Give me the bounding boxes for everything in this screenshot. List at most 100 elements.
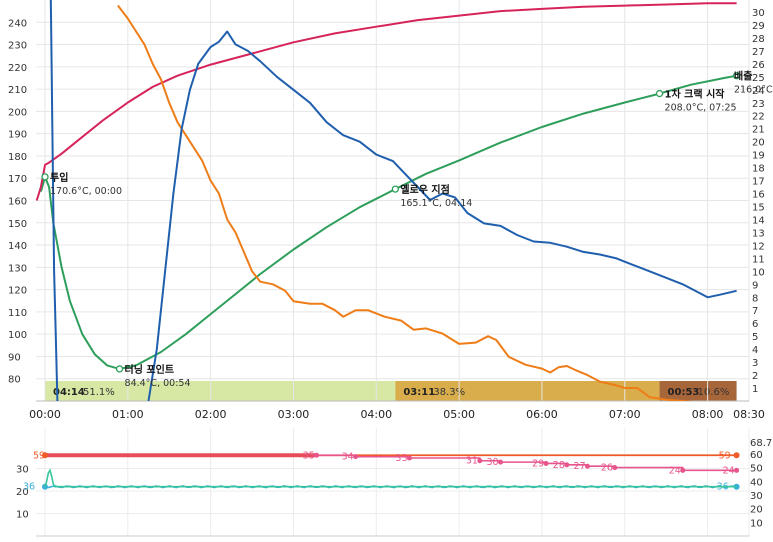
y2-tick-label: 13 — [752, 228, 765, 239]
lower-y2-tick-label: 20 — [750, 505, 763, 516]
x-tick-label: 02:00 — [195, 408, 227, 421]
y2-tick-label: 19 — [752, 151, 765, 162]
y2-tick-label: 9 — [752, 280, 758, 291]
phase-percent-label: 38.3% — [433, 387, 465, 398]
x-tick-label: 07:00 — [609, 408, 641, 421]
y-tick-label: 120 — [8, 286, 27, 297]
y-tick-label: 100 — [8, 330, 27, 341]
y-tick-label: 80 — [8, 375, 21, 386]
lower-point — [733, 452, 740, 459]
lower-value-label: 24 — [669, 465, 681, 476]
lower-y-tick-label: 10 — [16, 510, 29, 521]
y2-tick-label: 1 — [752, 384, 758, 395]
lower-point — [477, 458, 483, 464]
annotation-title: 배출 — [734, 70, 752, 83]
lower-point — [498, 459, 504, 465]
y-tick-label: 240 — [8, 18, 27, 29]
lower-value-label: 24 — [723, 465, 735, 476]
annotation-detail: 165.1°C, 04:14 — [400, 198, 472, 209]
y2-tick-label: 26 — [752, 60, 765, 71]
lower-value-label: 29 — [532, 458, 544, 469]
y-tick-label: 140 — [8, 241, 27, 252]
y2-tick-label: 2 — [752, 371, 758, 382]
annotation-title: 옐로우 지점 — [400, 183, 449, 196]
lower-point — [680, 467, 686, 473]
lower-value-label: 59 — [719, 450, 731, 461]
x-tick-label: 08:00 — [692, 408, 724, 421]
lower-value-label: 34 — [342, 452, 354, 463]
y-tick-label: 160 — [8, 197, 27, 208]
phase-bar — [395, 381, 660, 401]
annotation-marker — [391, 185, 399, 193]
y2-tick-label: 4 — [752, 345, 758, 356]
annotation-marker — [732, 72, 741, 80]
y2-tick-label: 18 — [752, 164, 765, 175]
y-tick-label: 230 — [8, 41, 27, 52]
y-tick-label: 190 — [8, 130, 27, 141]
phase-time-label: 04:14 — [53, 387, 85, 398]
series-line — [117, 4, 693, 401]
annotation-title: 투입 — [50, 171, 68, 184]
annotation-detail: 216.0°C, 08:21 — [734, 85, 773, 96]
lower-point — [42, 483, 48, 490]
lower-point — [42, 452, 48, 459]
series-line — [147, 30, 737, 401]
lower-point — [564, 462, 570, 468]
lower-value-label: 59 — [33, 450, 45, 461]
lower-value-label: 35 — [303, 450, 315, 461]
x-tick-label: 08:30 — [733, 408, 765, 421]
x-tick-label: 00:00 — [29, 408, 61, 421]
y2-tick-label: 17 — [752, 177, 765, 188]
lower-y2-tick-label: 10 — [750, 518, 763, 529]
y-tick-label: 210 — [8, 85, 27, 96]
x-tick-label: 05:00 — [443, 408, 475, 421]
lower-value-label: 26 — [601, 463, 613, 474]
y2-tick-label: 25 — [752, 73, 765, 84]
y2-tick-label: 14 — [752, 215, 765, 226]
lower-point — [353, 454, 359, 460]
y2-tick-label: 29 — [752, 21, 765, 32]
y2-tick-label: 15 — [752, 203, 765, 214]
x-tick-label: 06:00 — [526, 408, 558, 421]
series-line — [35, 2, 737, 201]
annotation-marker — [115, 365, 124, 373]
y2-tick-label: 16 — [752, 190, 765, 201]
annotation-marker — [655, 89, 664, 98]
y2-tick-label: 8 — [752, 293, 758, 304]
phase-percent-label: 51.1% — [83, 387, 115, 398]
annotation-detail: 84.4°C, 00:54 — [125, 378, 191, 389]
y2-tick-label: 27 — [752, 47, 765, 58]
y2-tick-label: 5 — [752, 332, 758, 343]
y-tick-label: 220 — [8, 63, 27, 74]
phase-time-label: 03:11 — [403, 387, 435, 398]
series-line — [49, 0, 59, 401]
y2-tick-label: 3 — [752, 358, 758, 369]
lower-point — [406, 455, 412, 461]
lower-value-label: 28 — [553, 460, 565, 471]
y2-tick-label: 12 — [752, 241, 765, 252]
annotation-marker — [41, 173, 49, 181]
y2-tick-label: 23 — [752, 99, 765, 110]
y2-tick-label: 28 — [752, 34, 765, 45]
x-tick-label: 03:00 — [278, 408, 310, 421]
lower-y-tick-label: 20 — [16, 487, 29, 498]
annotation-detail: 208.0°C, 07:25 — [665, 103, 737, 114]
lower-point — [314, 452, 320, 458]
phase-percent-label: 10.6% — [698, 387, 730, 398]
phase-time-label: 00:53 — [668, 387, 700, 398]
lower-y2-tick-label: 40 — [750, 477, 763, 488]
phase-bar — [45, 381, 396, 401]
y2-tick-label: 11 — [752, 254, 765, 265]
y2-tick-label: 30 — [752, 8, 765, 19]
y2-tick-label: 22 — [752, 112, 765, 123]
lower-point — [543, 460, 549, 466]
series-line — [39, 74, 737, 370]
lower-value-label: 31 — [466, 456, 478, 467]
lower-value-label: 30 — [487, 457, 499, 468]
lower-y2-tick-label: 30 — [750, 491, 763, 502]
y2-tick-label: 6 — [752, 319, 758, 330]
lower-series-line — [44, 468, 737, 488]
phase-bar — [659, 381, 737, 401]
